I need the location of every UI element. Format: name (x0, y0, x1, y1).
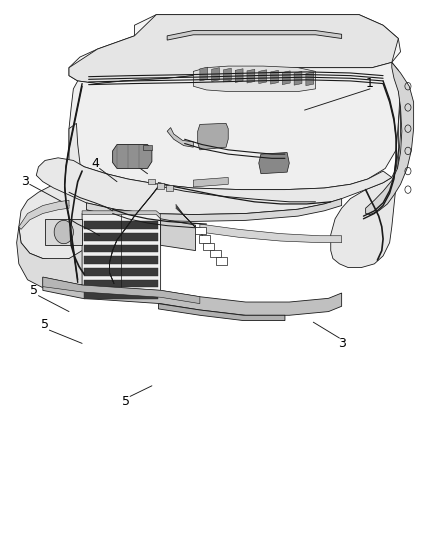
Polygon shape (167, 127, 193, 147)
Polygon shape (143, 144, 152, 150)
Polygon shape (86, 199, 341, 221)
Polygon shape (247, 69, 254, 83)
Text: 2: 2 (121, 146, 129, 159)
Polygon shape (293, 71, 301, 85)
Polygon shape (258, 152, 289, 174)
Text: 5: 5 (30, 284, 38, 297)
Polygon shape (82, 211, 160, 219)
Polygon shape (193, 66, 315, 92)
Polygon shape (211, 68, 219, 82)
Polygon shape (167, 30, 341, 40)
Polygon shape (43, 277, 199, 304)
Text: 3: 3 (337, 337, 345, 350)
Polygon shape (69, 62, 399, 190)
Polygon shape (84, 245, 158, 252)
Polygon shape (330, 86, 399, 268)
Polygon shape (43, 277, 341, 316)
Polygon shape (199, 67, 207, 81)
Polygon shape (84, 268, 158, 276)
Polygon shape (197, 123, 228, 150)
Bar (198, 235, 209, 243)
Polygon shape (84, 292, 158, 299)
Polygon shape (84, 256, 158, 264)
Polygon shape (17, 227, 91, 290)
Polygon shape (69, 14, 399, 84)
Text: 5: 5 (121, 395, 129, 408)
Polygon shape (158, 304, 284, 320)
Polygon shape (270, 70, 278, 84)
Bar (216, 257, 227, 265)
Text: 5: 5 (41, 318, 49, 332)
Polygon shape (199, 224, 341, 243)
Polygon shape (82, 214, 160, 298)
Polygon shape (19, 200, 69, 229)
Bar (166, 185, 173, 191)
Text: 4: 4 (91, 157, 99, 169)
Bar (157, 183, 164, 189)
Polygon shape (45, 219, 82, 245)
Text: 1: 1 (365, 77, 373, 90)
Polygon shape (84, 233, 158, 240)
Polygon shape (84, 221, 158, 229)
Polygon shape (365, 62, 413, 215)
Bar (209, 250, 220, 257)
Polygon shape (305, 72, 313, 86)
Polygon shape (69, 14, 397, 84)
Polygon shape (19, 123, 88, 261)
Polygon shape (235, 69, 243, 83)
Polygon shape (113, 144, 152, 168)
Polygon shape (258, 70, 266, 84)
Polygon shape (36, 158, 391, 215)
Bar (194, 227, 205, 234)
Circle shape (54, 220, 73, 244)
Text: 3: 3 (21, 175, 29, 188)
Polygon shape (282, 71, 290, 85)
Polygon shape (193, 177, 228, 187)
Polygon shape (160, 219, 195, 251)
Polygon shape (223, 68, 231, 82)
Bar (203, 243, 214, 250)
Bar (148, 179, 155, 184)
Polygon shape (84, 280, 158, 287)
